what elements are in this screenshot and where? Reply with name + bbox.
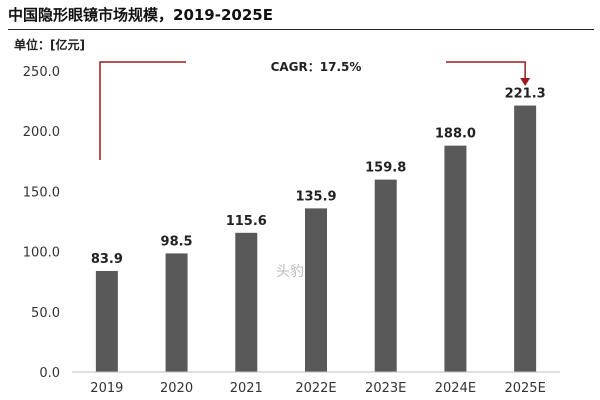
bar-2025E xyxy=(514,105,537,372)
bar-value-label: 188.0 xyxy=(435,127,476,142)
bar-2023E xyxy=(374,179,397,372)
cagr-bracket-right xyxy=(446,61,526,80)
chart-title: 中国隐形眼镜市场规模，2019-2025E xyxy=(8,6,273,24)
x-tick-label: 2021 xyxy=(230,381,263,396)
unit-label: 单位：[亿元] xyxy=(14,37,85,52)
bar-value-label: 83.9 xyxy=(91,252,123,267)
y-axis: 0.0 50.0 100.0 150.0 200.0 250.0 xyxy=(23,65,60,381)
cagr-label: CAGR：17.5% xyxy=(271,60,362,74)
bar-value-label: 98.5 xyxy=(161,234,193,249)
y-tick-label: 0.0 xyxy=(39,366,60,381)
x-tick-label: 2020 xyxy=(160,381,193,396)
bar-2019 xyxy=(95,270,118,372)
x-tick-label: 2022E xyxy=(295,381,336,396)
cagr-arrow-head xyxy=(520,78,531,86)
title-divider xyxy=(8,29,594,30)
x-tick-label: 2025E xyxy=(504,381,545,396)
bar-value-label: 159.8 xyxy=(365,161,406,176)
x-tick-label: 2023E xyxy=(365,381,406,396)
y-tick-label: 100.0 xyxy=(23,246,60,261)
y-tick-label: 50.0 xyxy=(31,306,60,321)
y-tick-label: 200.0 xyxy=(23,125,60,140)
bar-value-label: 115.6 xyxy=(226,214,267,229)
bar-2024E xyxy=(444,145,467,372)
x-tick-label: 2019 xyxy=(90,381,123,396)
x-axis: 2019 2020 2021 2022E 2023E 2024E 2025E xyxy=(72,371,560,396)
watermark: 头豹 xyxy=(276,264,304,280)
cagr-annotation: CAGR：17.5% xyxy=(99,60,531,160)
cagr-bracket-left xyxy=(99,61,186,160)
bar-value-label: 135.9 xyxy=(295,189,336,204)
bar-2022E xyxy=(305,208,327,372)
bar-value-label: 221.3 xyxy=(505,87,546,102)
y-tick-label: 250.0 xyxy=(23,65,60,80)
bar-2021 xyxy=(235,232,258,372)
bars: 83.9 98.5 115.6 135.9 159.8 188.0 221.3 xyxy=(91,87,546,372)
bar-2020 xyxy=(165,253,188,372)
y-tick-label: 150.0 xyxy=(23,185,60,200)
x-tick-label: 2024E xyxy=(435,381,476,396)
